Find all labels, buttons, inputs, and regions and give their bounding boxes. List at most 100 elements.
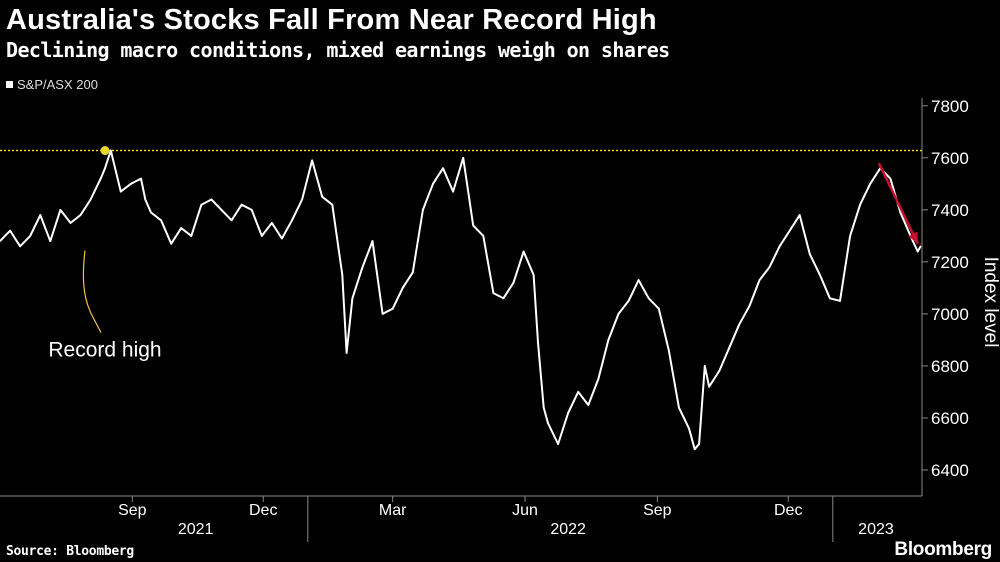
data-point-5: [49, 240, 52, 242]
data-point-16: [140, 177, 142, 180]
data-point-65: [597, 378, 600, 380]
data-point-20: [170, 242, 172, 245]
data-point-7: [69, 222, 72, 224]
legend-swatch: [6, 81, 13, 88]
data-point-35: [321, 196, 323, 198]
data-point-11: [104, 167, 106, 170]
chart-subtitle: Declining macro conditions, mixed earnin…: [6, 38, 670, 62]
source-note: Source: Bloomberg: [6, 544, 134, 559]
data-point-99: [916, 250, 919, 253]
brand-logo: Bloomberg: [894, 539, 992, 560]
data-point-24: [210, 198, 213, 201]
y-tick-label-6600: 6600: [931, 409, 969, 428]
data-point-81: [738, 323, 741, 326]
data-point-4: [39, 214, 42, 216]
data-point-72: [668, 349, 670, 352]
data-point-40: [361, 266, 364, 268]
data-point-22: [190, 235, 193, 237]
data-point-31: [281, 237, 283, 240]
data-point-78: [708, 385, 710, 388]
legend-label: S&P/ASX 200: [17, 77, 98, 92]
data-point-64: [587, 404, 590, 406]
chart-title: Australia's Stocks Fall From Near Record…: [6, 4, 657, 36]
data-point-10: [99, 177, 102, 180]
x-tick-label-sep-0: Sep: [118, 502, 147, 519]
y-axis-label: Index level: [980, 257, 1000, 348]
data-point-56: [522, 250, 525, 253]
data-point-76: [698, 443, 700, 445]
data-point-34: [311, 159, 313, 162]
y-axis: 6400 6600 6800 7000 7200 7400 7600 7800: [921, 97, 969, 496]
data-point-90: [829, 297, 831, 300]
data-point-50: [462, 157, 464, 159]
decline-arrow-head: [908, 231, 918, 244]
data-point-17: [144, 198, 147, 201]
record-high-marker: [100, 146, 110, 156]
data-point-73: [678, 406, 680, 409]
data-point-1: [9, 229, 11, 232]
series-points: [0, 149, 922, 450]
x-tick-label-dec-1: Dec: [249, 502, 277, 519]
data-point-39: [351, 297, 354, 300]
data-point-27: [240, 203, 243, 206]
data-point-80: [728, 346, 731, 349]
data-point-29: [260, 235, 263, 237]
data-point-94: [869, 183, 872, 185]
data-point-8: [79, 214, 82, 216]
data-point-85: [778, 245, 781, 248]
y-tick-label-7400: 7400: [931, 201, 969, 220]
data-point-75: [693, 448, 696, 450]
data-point-62: [567, 411, 569, 414]
data-point-58: [537, 341, 539, 344]
data-point-6: [59, 209, 62, 211]
data-point-52: [482, 235, 485, 237]
data-point-59: [542, 406, 545, 409]
data-point-97: [899, 211, 902, 214]
data-point-84: [768, 266, 771, 268]
data-point-23: [200, 203, 203, 206]
data-point-51: [472, 224, 475, 227]
data-point-67: [617, 313, 620, 315]
data-point-92: [849, 235, 851, 237]
data-point-77: [704, 365, 706, 367]
data-point-87: [798, 214, 801, 216]
data-point-74: [688, 427, 690, 430]
x-tick-label-jun-3: Jun: [512, 502, 538, 519]
data-point-88: [809, 253, 811, 255]
record-high-label: Record high: [48, 339, 161, 362]
data-point-79: [718, 370, 720, 372]
legend: S&P/ASX 200: [6, 77, 98, 92]
y-tick-label-7200: 7200: [931, 253, 969, 272]
data-point-47: [432, 183, 434, 185]
data-point-41: [371, 240, 374, 242]
data-point-63: [577, 391, 580, 393]
data-point-12: [109, 149, 112, 152]
data-point-3: [29, 235, 32, 237]
decline-arrow: [877, 162, 919, 245]
data-point-25: [220, 209, 223, 211]
data-point-43: [391, 307, 394, 310]
data-point-48: [442, 167, 444, 170]
x-year-label-2022: 2022: [550, 521, 586, 538]
data-point-36: [331, 203, 334, 206]
data-point-55: [512, 281, 515, 284]
data-point-19: [160, 219, 162, 222]
data-point-70: [647, 297, 650, 300]
data-point-33: [301, 198, 303, 201]
data-point-28: [250, 209, 253, 211]
data-point-32: [291, 219, 293, 222]
data-point-68: [627, 300, 630, 302]
data-point-69: [637, 279, 640, 281]
data-point-13: [114, 167, 116, 170]
data-point-30: [271, 222, 273, 224]
data-point-96: [889, 177, 892, 180]
y-tick-label-7600: 7600: [931, 149, 969, 168]
data-point-15: [130, 183, 132, 185]
x-axis: Sep Dec Mar Jun Sep Dec 2021 2022 2023: [0, 495, 922, 542]
data-point-61: [557, 443, 559, 445]
data-point-60: [547, 422, 549, 424]
data-point-82: [748, 305, 751, 307]
x-tick-label-mar-2: Mar: [379, 502, 407, 519]
data-point-18: [150, 211, 152, 214]
